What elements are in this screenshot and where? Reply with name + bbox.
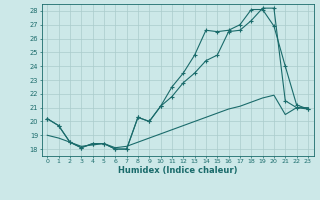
X-axis label: Humidex (Indice chaleur): Humidex (Indice chaleur) <box>118 166 237 175</box>
